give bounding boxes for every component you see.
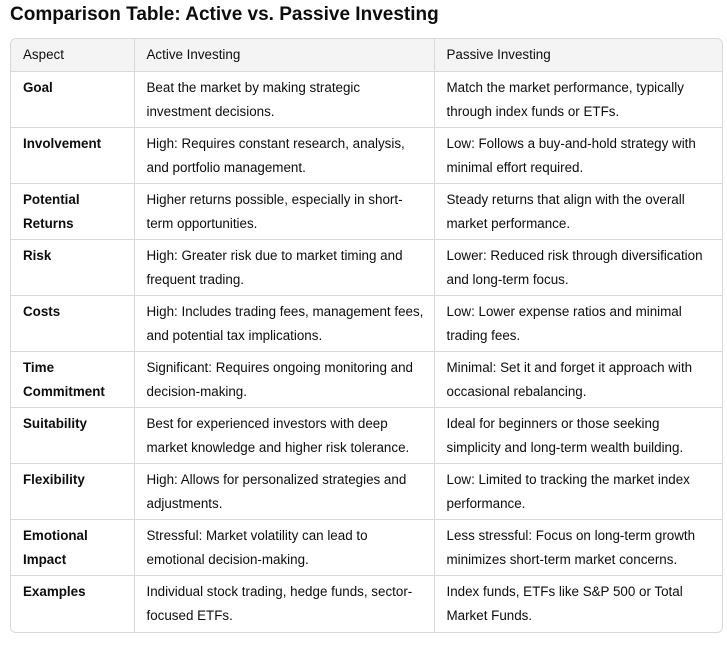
table-row: Examples Individual stock trading, hedge… — [11, 575, 722, 632]
active-cell: High: Includes trading fees, management … — [134, 295, 435, 352]
table-row: Flexibility High: Allows for personalize… — [11, 463, 722, 520]
aspect-cell: Risk — [11, 239, 135, 296]
table-row: Emotional Impact Stressful: Market volat… — [11, 519, 722, 576]
table-row: Suitability Best for experienced investo… — [11, 407, 722, 464]
active-cell: High: Allows for personalized strategies… — [134, 463, 435, 520]
aspect-cell: Potential Returns — [11, 183, 135, 240]
active-cell: Higher returns possible, especially in s… — [134, 183, 435, 240]
aspect-cell: Time Commitment — [11, 351, 135, 408]
active-cell: Beat the market by making strategic inve… — [134, 71, 435, 128]
table-row: Potential Returns Higher returns possibl… — [11, 183, 722, 240]
active-cell: Stressful: Market volatility can lead to… — [134, 519, 435, 576]
aspect-cell: Goal — [11, 71, 135, 128]
aspect-cell: Suitability — [11, 407, 135, 464]
passive-cell: Low: Lower expense ratios and minimal tr… — [434, 295, 722, 352]
aspect-cell: Flexibility — [11, 463, 135, 520]
passive-cell: Less stressful: Focus on long-term growt… — [434, 519, 722, 576]
active-cell: Best for experienced investors with deep… — [134, 407, 435, 464]
active-cell: High: Greater risk due to market timing … — [134, 239, 435, 296]
passive-cell: Low: Limited to tracking the market inde… — [434, 463, 722, 520]
active-cell: Individual stock trading, hedge funds, s… — [134, 575, 435, 632]
aspect-cell: Emotional Impact — [11, 519, 135, 576]
table-row: Goal Beat the market by making strategic… — [11, 71, 722, 128]
header-aspect: Aspect — [11, 39, 135, 72]
aspect-cell: Involvement — [11, 127, 135, 184]
table-row: Involvement High: Requires constant rese… — [11, 127, 722, 184]
comparison-table: Aspect Active Investing Passive Investin… — [10, 38, 723, 633]
passive-cell: Index funds, ETFs like S&P 500 or Total … — [446, 584, 683, 623]
table-row: Risk High: Greater risk due to market ti… — [11, 239, 722, 296]
aspect-cell: Costs — [11, 295, 135, 352]
table-row: Costs High: Includes trading fees, manag… — [11, 295, 722, 352]
passive-cell: Low: Follows a buy-and-hold strategy wit… — [434, 127, 722, 184]
header-active-investing: Active Investing — [134, 39, 435, 72]
table-row: Time Commitment Significant: Requires on… — [11, 351, 722, 408]
header-passive-investing: Passive Investing — [434, 39, 722, 72]
passive-cell: Lower: Reduced risk through diversificat… — [434, 239, 722, 296]
passive-cell: Ideal for beginners or those seeking sim… — [434, 407, 722, 464]
passive-cell: Minimal: Set it and forget it approach w… — [434, 351, 722, 408]
passive-cell: Steady returns that align with the overa… — [434, 183, 722, 240]
page-title: Comparison Table: Active vs. Passive Inv… — [10, 4, 439, 25]
table-header-row: Aspect Active Investing Passive Investin… — [11, 39, 722, 72]
aspect-cell: Examples — [11, 575, 135, 632]
active-cell: Significant: Requires ongoing monitoring… — [134, 351, 435, 408]
passive-cell: Match the market performance, typically … — [434, 71, 722, 128]
active-cell: High: Requires constant research, analys… — [134, 127, 435, 184]
